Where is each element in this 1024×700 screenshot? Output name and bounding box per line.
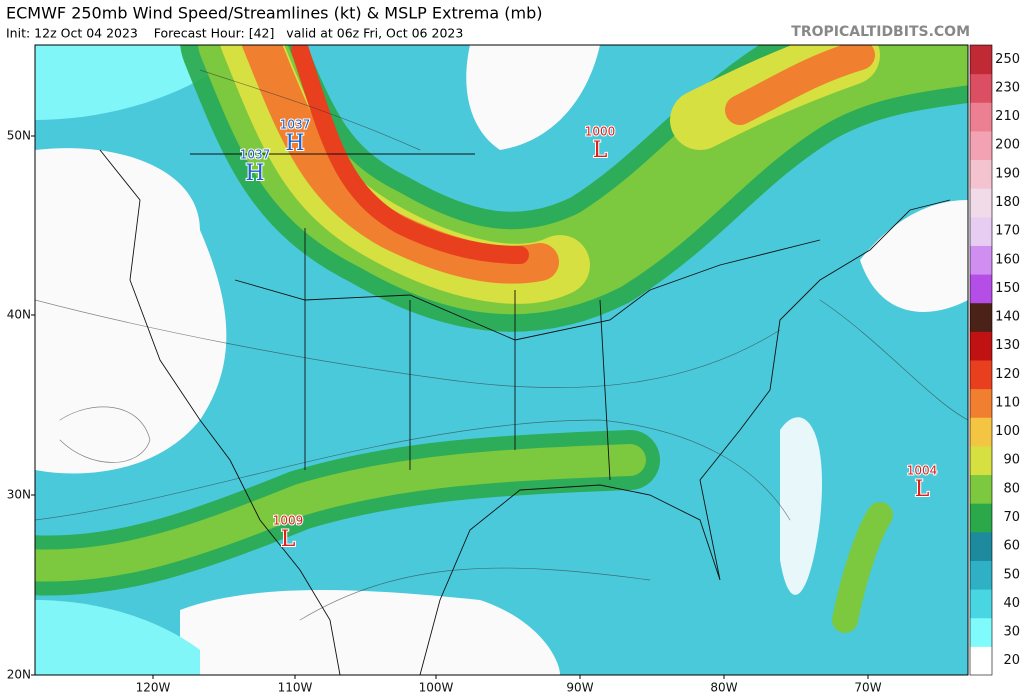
colorbar-label: 150 bbox=[995, 281, 1020, 296]
center-symbol: L bbox=[593, 138, 608, 163]
colorbar-swatch bbox=[970, 130, 992, 161]
lat-label: 20N bbox=[7, 668, 31, 682]
colorbar-swatch bbox=[970, 560, 992, 590]
colorbar-label: 160 bbox=[995, 252, 1020, 267]
center-symbol: H bbox=[285, 131, 304, 156]
title: ECMWF 250mb Wind Speed/Streamlines (kt) … bbox=[6, 4, 543, 23]
center-pressure: 1037 bbox=[240, 148, 271, 162]
colorbar-label: 200 bbox=[995, 138, 1020, 153]
colorbar-label: 50 bbox=[1003, 567, 1020, 582]
colorbar-swatch bbox=[970, 102, 992, 132]
colorbar-label: 100 bbox=[995, 424, 1020, 439]
colorbar-swatch bbox=[970, 388, 992, 418]
center-symbol: L bbox=[281, 527, 296, 552]
colorbar-swatch bbox=[970, 531, 992, 561]
colorbar-label: 230 bbox=[995, 80, 1020, 95]
colorbar-swatch bbox=[970, 188, 992, 218]
lon-label: 80W bbox=[710, 681, 737, 695]
colorbar-swatch bbox=[970, 646, 992, 676]
colorbar-label: 170 bbox=[995, 224, 1020, 239]
colorbar-swatch bbox=[970, 73, 992, 103]
colorbar-swatch bbox=[970, 45, 992, 75]
colorbar-label: 80 bbox=[1003, 481, 1020, 496]
lat-label: 40N bbox=[7, 308, 31, 322]
center-symbol: L bbox=[915, 477, 930, 502]
colorbar-label: 40 bbox=[1003, 596, 1020, 611]
colorbar-swatch bbox=[970, 445, 992, 476]
colorbar-label: 190 bbox=[995, 166, 1020, 181]
colorbar-label: 250 bbox=[995, 52, 1020, 67]
colorbar-label: 110 bbox=[995, 395, 1020, 410]
center-pressure: 1037 bbox=[280, 118, 311, 132]
lon-label: 90W bbox=[566, 681, 593, 695]
lon-label: 70W bbox=[854, 681, 881, 695]
colorbar-swatch bbox=[970, 589, 992, 619]
center-pressure: 1000 bbox=[585, 125, 616, 139]
center-pressure: 1009 bbox=[273, 514, 304, 528]
lon-label: 100W bbox=[419, 681, 454, 695]
map-area bbox=[35, 45, 968, 675]
colorbar-swatch bbox=[970, 216, 992, 246]
colorbar-swatch bbox=[970, 302, 992, 332]
subtitle: Init: 12z Oct 04 2023 Forecast Hour: [42… bbox=[6, 26, 463, 41]
colorbar-swatch bbox=[970, 159, 992, 189]
colorbar-label: 210 bbox=[995, 109, 1020, 124]
center-symbol: H bbox=[245, 161, 264, 186]
colorbar-swatch bbox=[970, 417, 992, 447]
colorbar-frame bbox=[969, 44, 993, 676]
colorbar-label: 120 bbox=[995, 367, 1020, 382]
lon-label: 120W bbox=[136, 681, 171, 695]
lat-label: 50N bbox=[7, 129, 31, 143]
colorbar-label: 20 bbox=[1003, 653, 1020, 668]
colorbar-label: 130 bbox=[995, 338, 1020, 353]
colorbar-swatch bbox=[970, 245, 992, 275]
colorbar-swatch bbox=[970, 360, 992, 390]
colorbar-label: 60 bbox=[1003, 539, 1020, 554]
colorbar-swatch bbox=[970, 617, 992, 647]
colorbar-label: 180 bbox=[995, 195, 1020, 210]
lat-label: 30N bbox=[7, 488, 31, 502]
colorbar-label: 90 bbox=[1003, 453, 1020, 468]
colorbar-swatch bbox=[970, 474, 992, 504]
center-pressure: 1004 bbox=[907, 464, 938, 478]
map-frame bbox=[34, 44, 969, 676]
lon-label: 110W bbox=[278, 681, 313, 695]
credit: TROPICALTIDBITS.COM bbox=[791, 24, 970, 40]
colorbar-swatch bbox=[970, 274, 992, 304]
colorbar-label: 70 bbox=[1003, 510, 1020, 525]
colorbar-label: 140 bbox=[995, 310, 1020, 325]
colorbar-swatch bbox=[970, 503, 992, 533]
colorbar-swatch bbox=[970, 331, 992, 361]
colorbar-label: 30 bbox=[1003, 625, 1020, 640]
